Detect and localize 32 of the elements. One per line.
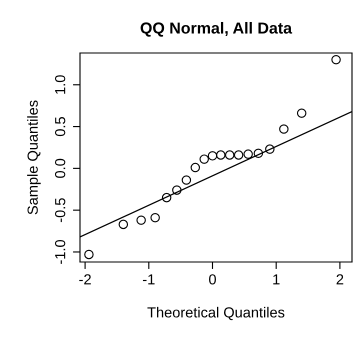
- point: [296, 108, 306, 118]
- point: [208, 151, 218, 161]
- point: [172, 185, 182, 195]
- y-tick-label: 1.0: [54, 75, 66, 94]
- point: [136, 215, 146, 225]
- point: [216, 150, 226, 160]
- point: [190, 162, 200, 172]
- point: [182, 175, 192, 185]
- x-tick-label: -1: [142, 274, 155, 284]
- point: [224, 150, 234, 160]
- point: [254, 148, 264, 158]
- point: [199, 154, 209, 164]
- y-tick-label: -1.0: [54, 240, 66, 264]
- x-tick-label: 1: [273, 274, 280, 284]
- x-tick-label: 0: [209, 274, 216, 285]
- point: [84, 250, 94, 260]
- point: [331, 54, 341, 64]
- x-tick-label: 2: [336, 274, 344, 284]
- y-axis-title: Sample Quantiles: [27, 100, 41, 214]
- point: [243, 149, 253, 159]
- point: [150, 212, 160, 222]
- y-tick-label: 0.0: [54, 158, 66, 178]
- x-axis-title: Theoretical Quantiles: [147, 306, 284, 320]
- point: [162, 192, 172, 202]
- x-tick-label: -2: [79, 274, 91, 284]
- point: [279, 124, 289, 134]
- point: [234, 150, 244, 160]
- y-tick-label: -0.5: [54, 198, 66, 222]
- point: [118, 220, 128, 230]
- y-tick-label: 0.5: [54, 117, 66, 136]
- point: [265, 144, 275, 154]
- chart-title: QQ Normal, All Data: [140, 22, 292, 37]
